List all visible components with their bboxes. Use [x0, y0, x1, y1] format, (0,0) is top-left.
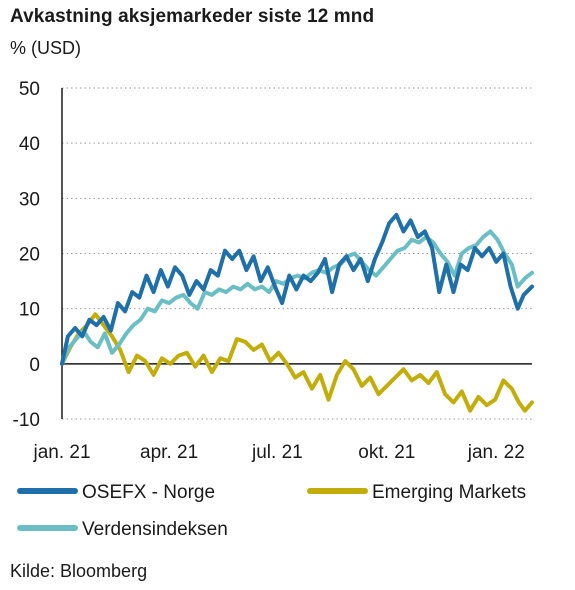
- source-note: Kilde: Bloomberg: [10, 561, 148, 581]
- series-line-osefx-norge: [60, 212, 534, 366]
- legend: OSEFX - Norge Emerging Markets Verdensinde…: [17, 482, 526, 540]
- x-tick-label: jan. 21: [32, 442, 90, 463]
- x-tick-label: jan. 22: [467, 442, 525, 463]
- y-tick-label: 40: [19, 134, 40, 155]
- y-tick-label: 20: [19, 245, 40, 266]
- y-tick-label: 10: [19, 300, 40, 321]
- legend-label-osefx-norge: OSEFX - Norge: [82, 482, 215, 503]
- x-tick-label: jul. 21: [251, 442, 303, 463]
- chart-title: Avkastning aksjemarkeder siste 12 mnd: [10, 6, 375, 27]
- y-tick-label: 0: [29, 355, 40, 376]
- y-tick-label: 50: [19, 79, 40, 100]
- legend-label-verdensindeksen: Verdensindeksen: [82, 519, 228, 540]
- series-lines: [60, 212, 534, 413]
- x-axis-ticks: jan. 21 apr. 21 jul. 21 okt. 21 jan. 22: [32, 442, 524, 463]
- y-tick-label: 30: [19, 189, 40, 210]
- y-tick-label: -10: [13, 410, 40, 431]
- y-axis-ticks: 50 40 30 20 10 0 -10: [13, 79, 40, 431]
- series-line-emerging-markets: [60, 312, 534, 413]
- series-line-verdensindeksen: [60, 229, 534, 366]
- x-tick-label: okt. 21: [358, 442, 415, 463]
- gridlines: [62, 87, 532, 420]
- x-tick-label: apr. 21: [140, 442, 198, 463]
- y-axis-unit-label: % (USD): [10, 38, 81, 58]
- legend-label-emerging-markets: Emerging Markets: [372, 482, 526, 503]
